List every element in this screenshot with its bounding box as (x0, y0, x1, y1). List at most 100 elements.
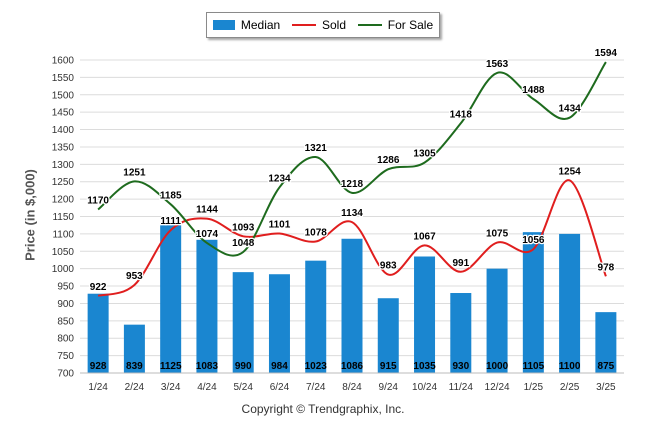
y-tick-label: 1600 (52, 56, 75, 67)
x-tick-label: 8/24 (342, 382, 362, 393)
median-bar (232, 272, 254, 373)
x-tick-label: 9/24 (379, 382, 399, 393)
for-sale-data-label: 1488 (522, 85, 545, 96)
median-bar (196, 239, 218, 373)
x-tick-label: 4/24 (197, 382, 217, 393)
y-tick-label: 1250 (52, 177, 75, 188)
sold-data-label: 1101 (269, 220, 291, 231)
sold-data-label: 1254 (558, 166, 581, 177)
median-data-label: 1000 (486, 361, 509, 372)
x-tick-label: 10/24 (412, 382, 437, 393)
for-sale-data-label: 1234 (268, 173, 291, 184)
median-bar (595, 312, 617, 373)
x-axis: 1/24 2/24 3/24 4/24 5/24 6/24 7/24 8/24 9/24 10/2… (80, 372, 624, 393)
sold-data-label: 1078 (305, 228, 328, 239)
median-data-label: 839 (126, 361, 143, 372)
y-tick-label: 1000 (52, 264, 75, 275)
y-tick-label: 1200 (52, 195, 75, 206)
for-sale-data-label: 1563 (486, 59, 509, 70)
for-sale-data-label: 1594 (595, 48, 618, 59)
y-tick-label: 1500 (52, 90, 75, 101)
y-tick-label: 850 (57, 316, 74, 327)
x-tick-label: 2/24 (125, 382, 145, 393)
for-sale-data-label: 1074 (196, 229, 219, 240)
sold-data-label: 1067 (413, 231, 436, 242)
for-sale-data-label: 1251 (123, 167, 146, 178)
for-sale-data-label: 1286 (377, 155, 400, 166)
sold-line (97, 179, 607, 297)
median-data-label: 915 (380, 361, 397, 372)
legend-swatch-sold (291, 24, 316, 26)
y-tick-label: 1400 (52, 125, 75, 136)
median-data-label: 1105 (522, 361, 544, 372)
sold-data-label: 953 (126, 271, 143, 282)
median-data-label: 1100 (559, 361, 581, 372)
legend-item-for-sale: For Sale (357, 18, 434, 32)
legend-swatch-for-sale (357, 24, 382, 26)
x-tick-label: 1/24 (88, 382, 108, 393)
median-data-label: 1125 (160, 361, 182, 372)
sold-data-label: 1111 (160, 216, 181, 227)
median-bars (87, 225, 617, 373)
y-tick-label: 1050 (52, 247, 75, 258)
median-data-label: 990 (235, 361, 252, 372)
for-sale-data-label: 1434 (558, 104, 581, 115)
for-sale-data-label: 1305 (413, 149, 436, 160)
for-sale-line (97, 61, 607, 257)
median-data-label: 930 (452, 361, 469, 372)
median-bar (414, 256, 436, 373)
median-data-label: 1035 (413, 361, 436, 372)
y-tick-label: 1100 (52, 229, 74, 240)
y-tick-label: 1550 (52, 73, 75, 84)
median-data-label: 1023 (305, 361, 328, 372)
median-data-label: 984 (271, 361, 288, 372)
median-bar (450, 293, 472, 373)
y-tick-label: 1350 (52, 142, 75, 153)
median-bar (268, 274, 290, 373)
y-tick-label: 800 (57, 334, 74, 345)
median-data-label: 1083 (196, 361, 219, 372)
for-sale-data-label: 1170 (87, 196, 109, 207)
legend-item-sold: Sold (291, 18, 346, 32)
y-tick-label: 1450 (52, 108, 75, 119)
median-bar (377, 298, 399, 373)
y-tick-label: 1150 (52, 212, 74, 223)
sold-data-label: 1093 (232, 222, 255, 233)
x-tick-label: 12/24 (485, 382, 510, 393)
median-bar (123, 324, 145, 373)
for-sale-data-label: 1321 (305, 143, 328, 154)
for-sale-data-label: 1218 (341, 179, 364, 190)
median-data-label: 875 (598, 361, 615, 372)
median-data-label: 1086 (341, 361, 364, 372)
y-axis: 700 750 800 850 900 950 1000 1050 1100 1150 1200 12… (52, 56, 75, 380)
y-tick-label: 700 (57, 369, 74, 380)
median-bar (305, 260, 327, 373)
for-sale-data-label: 1048 (232, 238, 255, 249)
median-data-label: 928 (90, 361, 107, 372)
sold-data-label: 1056 (522, 235, 545, 246)
data-labels: 922 953 1111 1144 1093 1101 1078 1134 983 1067 991… (86, 47, 619, 372)
x-tick-label: 3/25 (596, 382, 616, 393)
legend-label-for-sale: For Sale (387, 18, 434, 32)
legend: Median Sold For Sale (206, 12, 440, 38)
legend-item-median: Median (212, 18, 280, 32)
sold-data-label: 991 (452, 258, 469, 269)
sold-data-label: 922 (90, 282, 107, 293)
for-sale-data-label: 1418 (450, 109, 473, 120)
legend-swatch-median (212, 20, 235, 30)
median-bar (559, 233, 581, 373)
x-tick-label: 7/24 (306, 382, 326, 393)
y-axis-title: Price (in $,000) (22, 169, 38, 261)
y-tick-label: 1300 (52, 160, 75, 171)
median-bar (522, 232, 544, 373)
x-tick-label: 6/24 (270, 382, 290, 393)
y-tick-label: 950 (57, 282, 74, 293)
sold-data-label: 1134 (341, 208, 363, 219)
median-bar (341, 238, 363, 373)
x-tick-label: 5/24 (233, 382, 253, 393)
sold-data-label: 983 (380, 261, 397, 272)
for-sale-data-label: 1185 (160, 190, 182, 201)
x-tick-label: 3/24 (161, 382, 181, 393)
y-tick-label: 750 (57, 351, 74, 362)
